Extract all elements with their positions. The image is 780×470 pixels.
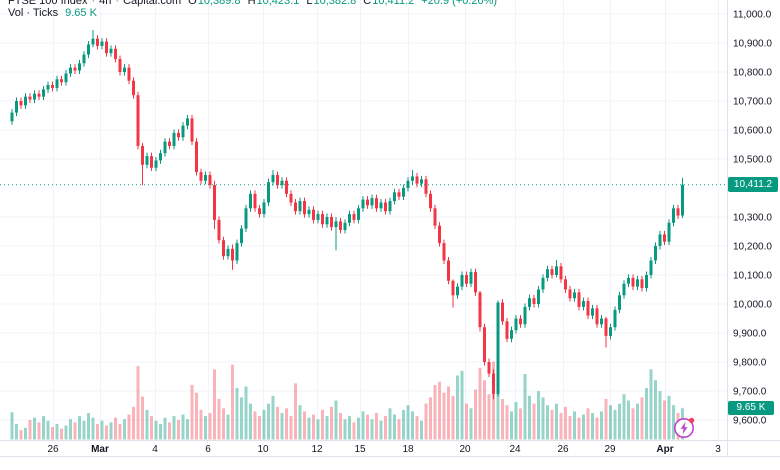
open-label: O (188, 0, 197, 7)
time-axis[interactable]: 26 Mar 4 6 10 12 15 18 20 24 26 29 Apr 3 (47, 444, 721, 455)
svg-text:9,700.0: 9,700.0 (733, 387, 767, 398)
lightning-icon (674, 417, 695, 438)
price-axis[interactable]: 11,000.0 10,900.0 10,800.0 10,700.0 10,600.0… (733, 10, 772, 427)
lightning-button[interactable] (671, 414, 697, 440)
volume-label: Vol · Ticks (8, 7, 59, 19)
svg-text:26: 26 (47, 444, 59, 455)
low-value: 10,382.8 (313, 0, 357, 7)
svg-text:Mar: Mar (91, 444, 109, 455)
exchange-label: Capital.com (123, 0, 182, 7)
svg-text:4: 4 (152, 444, 158, 455)
svg-text:12: 12 (311, 444, 323, 455)
svg-text:20: 20 (459, 444, 471, 455)
close-label: C (363, 0, 372, 7)
svg-text:9,900.0: 9,900.0 (733, 329, 767, 340)
svg-text:10,900.0: 10,900.0 (733, 39, 772, 50)
svg-text:9,600.0: 9,600.0 (733, 416, 767, 427)
svg-text:10,700.0: 10,700.0 (733, 97, 772, 108)
axis-borders (0, 0, 780, 457)
open-value: 10,389.8 (197, 0, 241, 7)
svg-text:10: 10 (257, 444, 269, 455)
svg-text:3: 3 (715, 444, 721, 455)
svg-text:11,000.0: 11,000.0 (733, 10, 772, 21)
symbol-legend[interactable]: FTSE 100 Index · 4h · Capital.com O10,389.8 H1… (8, 0, 497, 7)
svg-text:18: 18 (402, 444, 414, 455)
interval-label: 4h (99, 0, 112, 7)
svg-text:Apr: Apr (656, 444, 673, 455)
svg-text:10,100.0: 10,100.0 (733, 271, 772, 282)
svg-text:29: 29 (604, 444, 616, 455)
candles (10, 29, 684, 400)
volume-legend[interactable]: Vol · Ticks 9.65 K (8, 7, 97, 19)
svg-text:10,000.0: 10,000.0 (733, 300, 772, 311)
current-volume-badge: 9.65 K (728, 401, 774, 416)
svg-text:24: 24 (509, 444, 521, 455)
volume-value: 9.65 K (65, 7, 97, 19)
svg-text:10,800.0: 10,800.0 (733, 68, 772, 79)
close-value: 10,411.2 (372, 0, 415, 7)
symbol-name: FTSE 100 Index (8, 0, 88, 7)
high-label: H (247, 0, 256, 7)
svg-text:26: 26 (557, 444, 569, 455)
svg-text:10,600.0: 10,600.0 (733, 126, 772, 137)
volume-bars (10, 361, 684, 440)
high-value: 10,423.1 (256, 0, 300, 7)
svg-text:6: 6 (205, 444, 211, 455)
svg-text:10,200.0: 10,200.0 (733, 242, 772, 253)
change-value: +20.9 (+0.20%) (421, 0, 498, 7)
svg-text:10,300.0: 10,300.0 (733, 213, 772, 224)
chart-grid (0, 0, 727, 440)
legend-separator: · (91, 0, 96, 7)
svg-text:10,500.0: 10,500.0 (733, 155, 772, 166)
low-label: L (306, 0, 313, 7)
current-price-badge: 10,411.2 (728, 177, 778, 193)
svg-text:15: 15 (354, 444, 366, 455)
svg-text:9,800.0: 9,800.0 (733, 358, 767, 369)
legend-separator: · (115, 0, 120, 7)
